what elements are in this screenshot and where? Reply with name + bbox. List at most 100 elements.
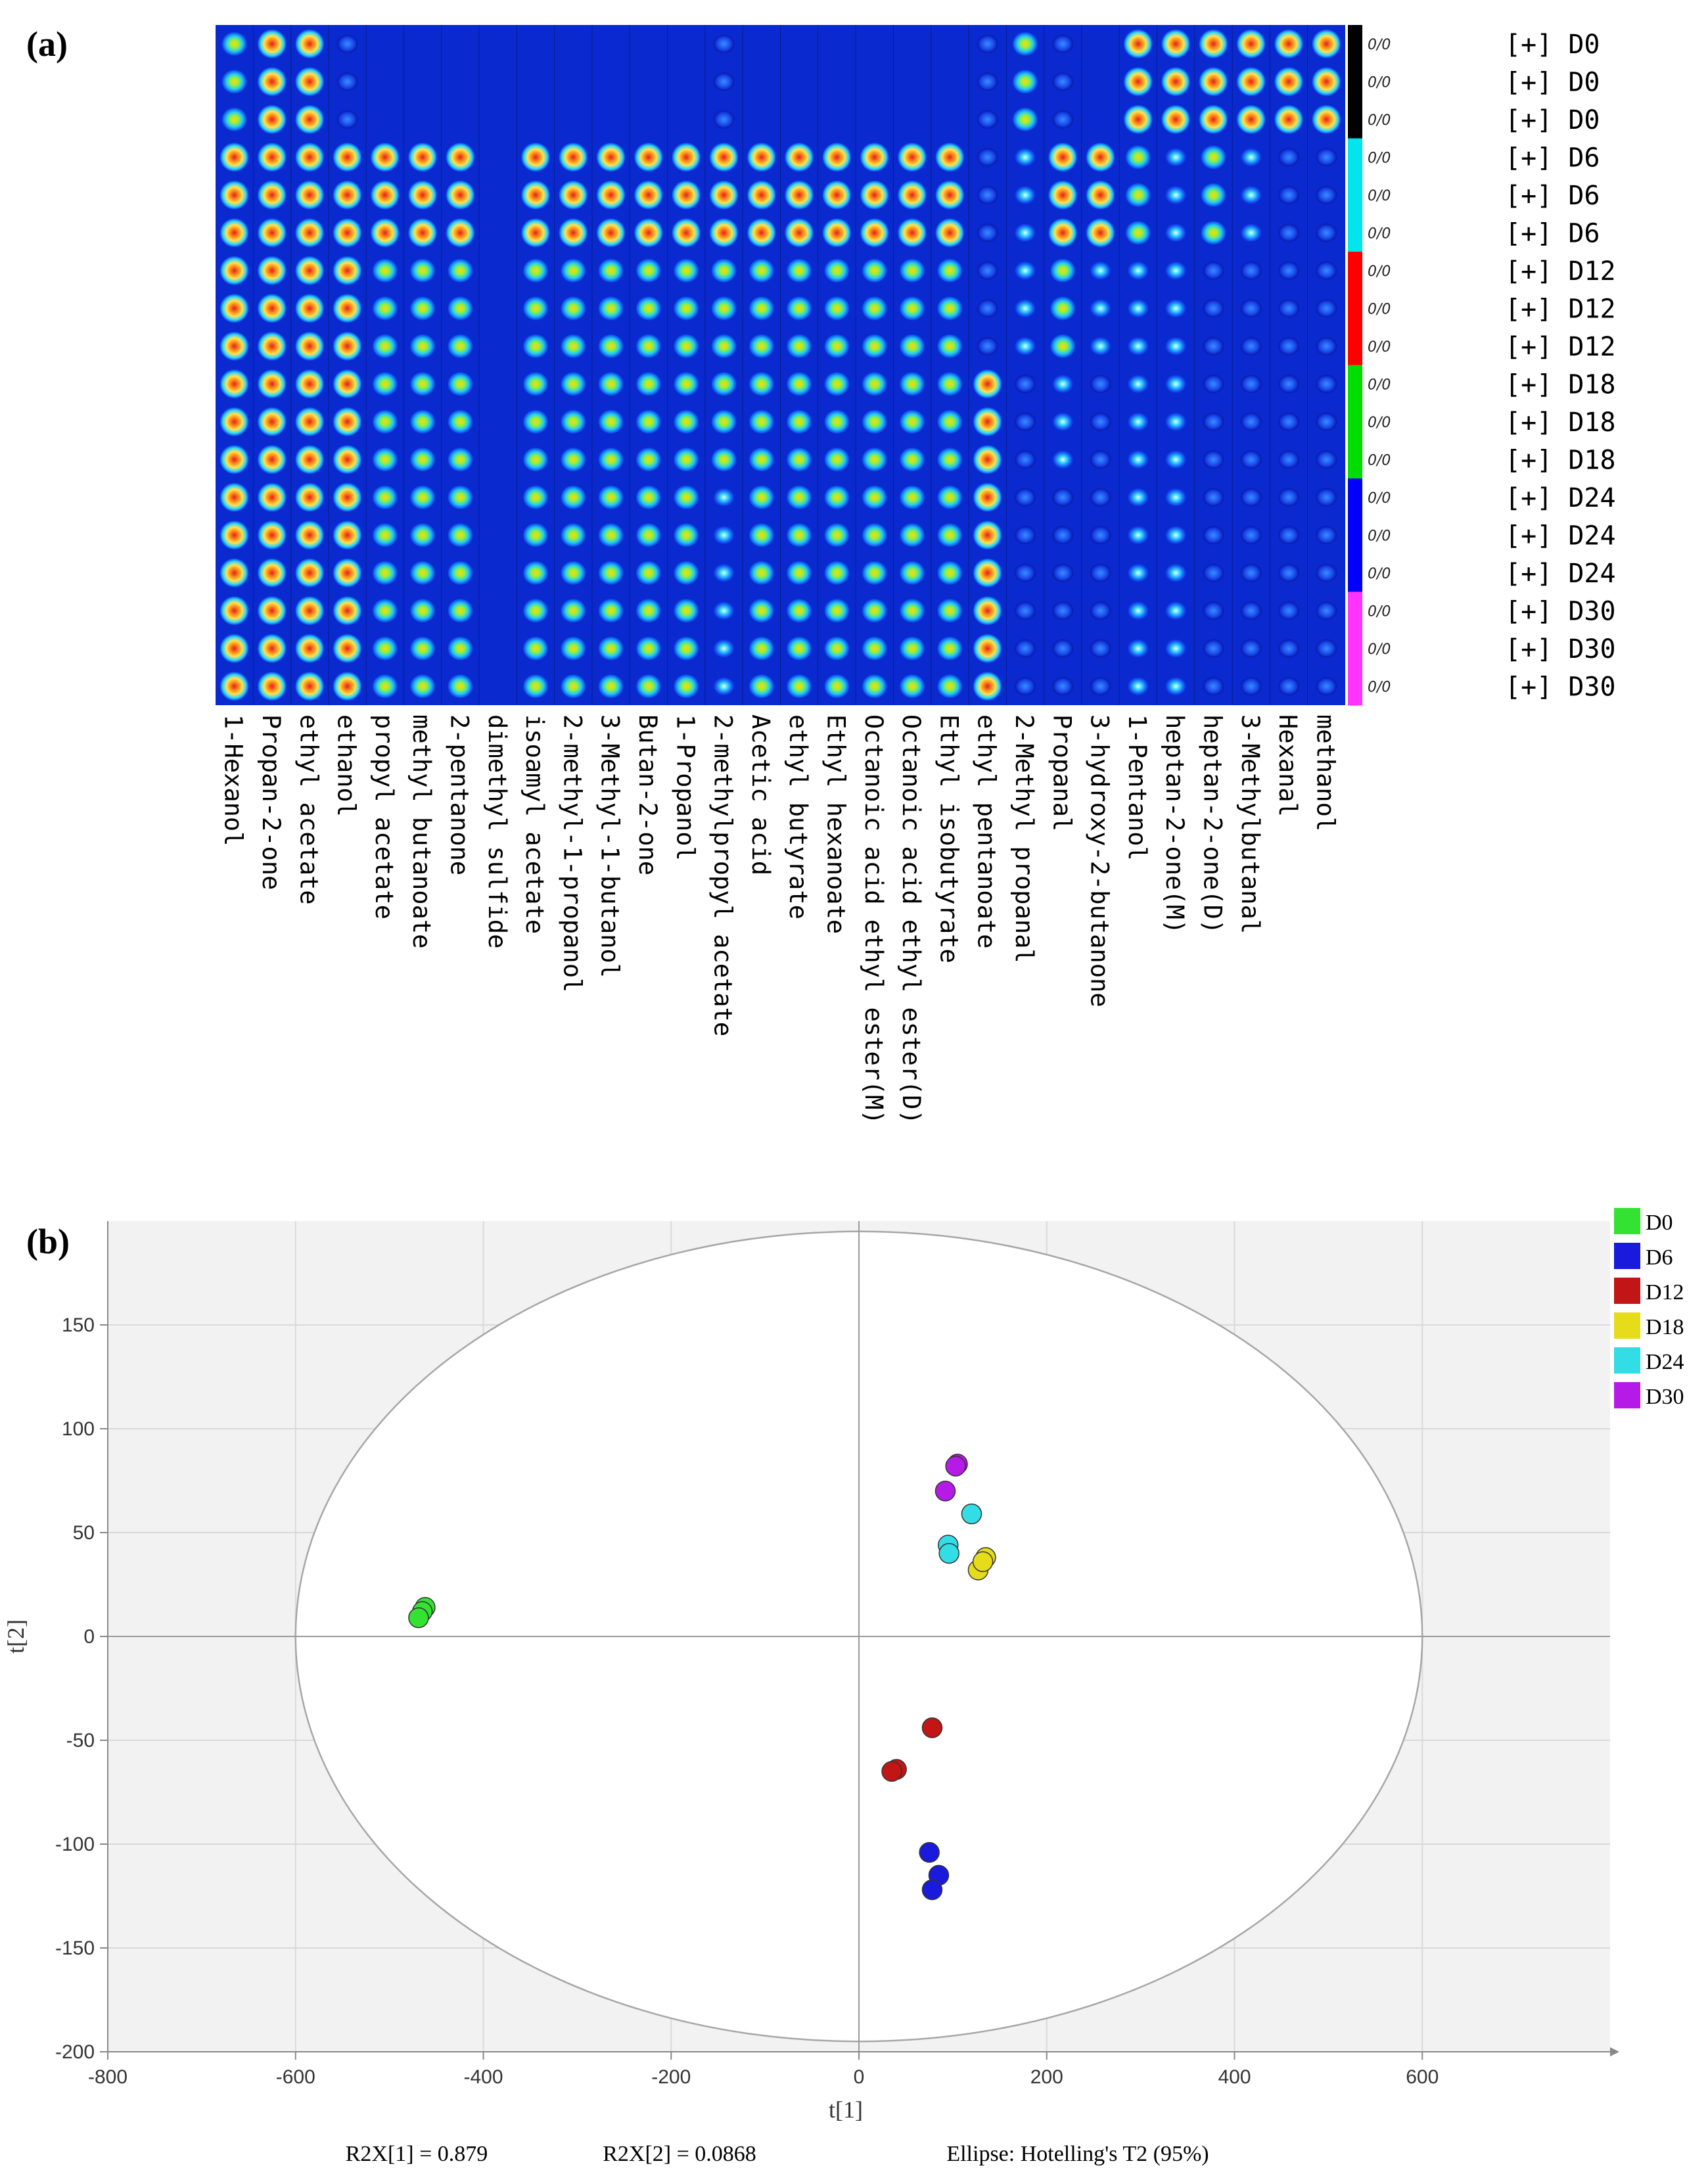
gallery-spot xyxy=(1127,526,1149,545)
row-label: [+] D24 xyxy=(1505,559,1616,589)
ratio-label: 0/0 xyxy=(1368,112,1391,129)
gallery-spot xyxy=(1052,488,1074,507)
gallery-spot xyxy=(634,218,663,248)
gallery-spot xyxy=(448,372,473,396)
gallery-spot xyxy=(446,143,475,172)
gallery-spot xyxy=(408,218,438,248)
y-tick-label: -50 xyxy=(66,1730,95,1751)
gallery-spot xyxy=(561,258,586,283)
gallery-spot xyxy=(1316,526,1337,545)
gallery-spot xyxy=(785,143,814,172)
gallery-spot xyxy=(521,143,551,172)
gallery-spot xyxy=(1203,526,1224,545)
y-tick-label: 0 xyxy=(83,1626,95,1648)
gallery-spot xyxy=(1090,563,1111,582)
gallery-spot xyxy=(257,672,287,701)
gallery-spot xyxy=(257,596,287,626)
row-label: [+] D0 xyxy=(1505,30,1600,60)
gallery-spot xyxy=(410,636,436,660)
gallery-spot xyxy=(598,296,624,321)
legend-swatch-d12 xyxy=(1614,1278,1640,1304)
group-color-bar xyxy=(1348,252,1362,290)
row-label: [+] D12 xyxy=(1505,332,1616,362)
gallery-spot xyxy=(219,672,249,701)
gallery-spot xyxy=(295,29,325,58)
gallery-spot xyxy=(333,331,362,361)
gallery-spot xyxy=(257,521,287,550)
compound-label: Acetic acid xyxy=(747,714,775,875)
compound-label: 2-methylpropyl acetate xyxy=(709,714,737,1036)
gallery-spot xyxy=(709,143,739,172)
gallery-spot xyxy=(1086,218,1115,248)
gallery-spot xyxy=(372,409,398,434)
gallery-spot xyxy=(561,409,586,434)
footer-annotation: Ellipse: Hotelling's T2 (95%) xyxy=(946,2142,1209,2166)
group-color-bar xyxy=(1348,101,1362,139)
gallery-spot xyxy=(1090,488,1111,507)
legend-swatch-d18 xyxy=(1614,1312,1640,1339)
gallery-spot xyxy=(1090,375,1111,394)
gallery-spot xyxy=(635,409,661,434)
gallery-spot xyxy=(711,296,737,321)
gallery-spot xyxy=(523,636,549,660)
gallery-spot xyxy=(1201,221,1226,245)
gallery-spot xyxy=(862,485,887,509)
gallery-spot xyxy=(1165,412,1187,431)
y-tick-label: -200 xyxy=(55,2041,95,2063)
gallery-spot xyxy=(1012,32,1038,56)
gallery-spot xyxy=(900,372,925,396)
gallery-spot xyxy=(372,674,398,699)
gallery-spot xyxy=(1240,185,1262,204)
gallery-spot xyxy=(1090,261,1111,280)
group-color-bar xyxy=(1348,138,1362,177)
legend-label: D30 xyxy=(1646,1385,1684,1409)
gallery-spot xyxy=(1052,601,1074,620)
gallery-spot xyxy=(1165,185,1187,204)
gallery-spot xyxy=(408,180,438,210)
gallery-spot xyxy=(561,674,586,699)
gallery-spot xyxy=(372,258,398,283)
x-tick-label: -400 xyxy=(463,2066,503,2088)
y-tick-label: 100 xyxy=(62,1418,95,1440)
gallery-spot xyxy=(711,334,737,358)
group-color-bar xyxy=(1348,403,1362,441)
gallery-spot xyxy=(1199,29,1228,58)
gallery-spot xyxy=(219,596,249,626)
ratio-label: 0/0 xyxy=(1368,415,1391,431)
gallery-spot xyxy=(336,110,358,129)
gallery-background xyxy=(216,25,1345,705)
gallery-spot xyxy=(561,636,586,660)
gallery-spot xyxy=(1316,336,1337,356)
compound-label: 3-hydroxy-2-butanone xyxy=(1086,714,1114,1007)
gallery-spot xyxy=(634,180,663,210)
gallery-spot xyxy=(674,258,699,283)
gallery-spot xyxy=(862,523,887,547)
gallery-spot xyxy=(1090,526,1111,545)
gallery-spot xyxy=(295,294,325,323)
x-axis-arrow xyxy=(1610,2047,1619,2056)
gallery-spot xyxy=(713,601,735,620)
gallery-spot xyxy=(785,180,814,210)
gallery-spot xyxy=(1278,563,1300,582)
gallery-spot xyxy=(598,523,624,547)
gallery-spot xyxy=(1127,563,1149,582)
gallery-spot xyxy=(523,334,549,358)
gallery-spot xyxy=(1086,143,1115,172)
ratio-label: 0/0 xyxy=(1368,377,1391,393)
gallery-spot xyxy=(1278,223,1300,243)
gallery-spot xyxy=(1048,218,1078,248)
legend-label: D6 xyxy=(1646,1245,1673,1270)
gallery-spot xyxy=(408,143,438,172)
gallery-spot xyxy=(672,180,701,210)
gallery-spot xyxy=(1316,601,1337,620)
gallery-spot xyxy=(674,409,699,434)
compound-label: Ethyl hexanoate xyxy=(821,714,850,934)
gallery-spot xyxy=(257,445,287,475)
gallery-spot xyxy=(1316,185,1337,204)
ratio-label: 0/0 xyxy=(1368,188,1391,204)
row-label: [+] D0 xyxy=(1505,105,1600,135)
gallery-spot xyxy=(1236,29,1266,58)
gallery-spot xyxy=(1014,526,1036,545)
row-label: [+] D18 xyxy=(1505,369,1616,400)
ratio-label: 0/0 xyxy=(1368,225,1391,242)
